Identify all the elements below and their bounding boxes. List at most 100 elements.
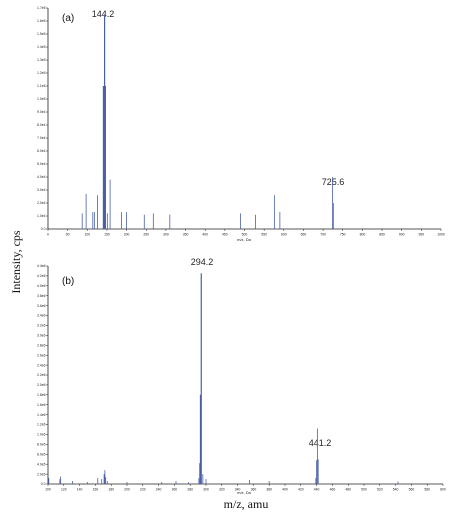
panel-b-y-tick-label: 4.0e5 xyxy=(37,462,46,466)
x-axis-label: m/z, amu xyxy=(224,497,269,511)
panel-b-x-tick-label: 340 xyxy=(235,488,241,492)
panel-a-x-tick-label: 650 xyxy=(301,233,307,237)
panel-b-y-tick-label: 2.4e6 xyxy=(37,363,46,367)
panel-b-x-tick-label: 380 xyxy=(266,488,272,492)
panel-a-y-tick-label: 2.0e4 xyxy=(37,201,46,205)
panel-b-y-tick-label: 1.2e6 xyxy=(37,423,46,427)
panel-b-y-tick-label: 4.2e6 xyxy=(37,274,46,278)
panel-a-x-tick-label: 900 xyxy=(399,233,405,237)
panel-b-x-tick-label: 440 xyxy=(314,488,320,492)
panel-a-x-tick-label: 500 xyxy=(242,233,248,237)
panel-b-y-tick-label: 3.6e6 xyxy=(37,304,46,308)
panel-b-x-tick-label: 460 xyxy=(330,488,336,492)
panel-a-x-tick-label: 700 xyxy=(320,233,326,237)
panel-a-y-tick-label: 4.0e4 xyxy=(37,175,46,179)
panel-b-x-tick-label: 420 xyxy=(298,488,304,492)
y-axis-label: Intensity, cps xyxy=(9,230,23,294)
panel-b-x-tick-label: 300 xyxy=(203,488,209,492)
panel-a-y-tick-label: 6.0e4 xyxy=(37,149,46,153)
panel-a-x-tick-label: 450 xyxy=(222,233,228,237)
panel-b-x-tick-label: 500 xyxy=(361,488,367,492)
panel-b-x-tick-label: 400 xyxy=(282,488,288,492)
panel-b-y-tick-label: 3.0e6 xyxy=(37,334,46,338)
panel-b-x-tick-label: 260 xyxy=(172,488,178,492)
panel-b-x-tick-label: 280 xyxy=(187,488,193,492)
panel-a-x-tick-label: 1000 xyxy=(437,233,445,237)
spectrum-panel-a: (a) m/z, Da 144.2 725.6 0 50 100 150 200 250 3… xyxy=(37,6,445,242)
panel-a-x-tick-label: 800 xyxy=(360,233,366,237)
panel-a-x-tick-label: 950 xyxy=(419,233,425,237)
panel-a-y-tick-label: 1.0e4 xyxy=(37,214,46,218)
panel-a-y-tick-label: 1.6e5 xyxy=(37,19,46,23)
panel-b-y-tick-label: 4.4e6 xyxy=(37,264,46,268)
panel-b-y-tick-label: 3.4e6 xyxy=(37,314,46,318)
panel-b-y-tick-label: 2.0e5 xyxy=(37,472,46,476)
panel-b-y-tick-label: 1.6e6 xyxy=(37,403,46,407)
panel-b-x-tick-label: 540 xyxy=(393,488,399,492)
panel-b-y-tick-label: 0.0 xyxy=(41,482,46,486)
panel-b-y-tick-label: 1.8e6 xyxy=(37,393,46,397)
panel-b-x-tick-label: 520 xyxy=(377,488,383,492)
panel-b-x-tick-label: 180 xyxy=(108,488,114,492)
panel-a-x-tick-label: 150 xyxy=(104,233,110,237)
panel-b-x-tick-label: 200 xyxy=(124,488,130,492)
panel-a-tag: (a) xyxy=(62,13,74,24)
panel-a-x-tick-label: 850 xyxy=(379,233,385,237)
panel-b-y-tick-label: 1.0e6 xyxy=(37,433,46,437)
panel-b-y-tick-label: 1.4e6 xyxy=(37,413,46,417)
panel-b-y-tick-label: 2.8e6 xyxy=(37,343,46,347)
panel-a-y-tick-label: 0.0 xyxy=(41,227,46,231)
panel-a-y-tick-label: 1.1e5 xyxy=(37,84,46,88)
panel-b-peak-label-1: 294.2 xyxy=(191,257,214,267)
panel-a-x-tick-label: 750 xyxy=(340,233,346,237)
panel-a-y-tick-label: 1.0e5 xyxy=(37,97,46,101)
panel-a-x-tick-label: 600 xyxy=(281,233,287,237)
panel-a-x-tick-label: 200 xyxy=(124,233,130,237)
panel-b-y-tick-label: 3.2e6 xyxy=(37,324,46,328)
panel-b-y-tick-label: 8.0e5 xyxy=(37,443,46,447)
panel-a-y-tick-label: 1.5e5 xyxy=(37,32,46,36)
panel-b-x-tick-label: 160 xyxy=(93,488,99,492)
panel-b-x-tick-label: 480 xyxy=(345,488,351,492)
panel-a-x-tick-label: 300 xyxy=(163,233,169,237)
panel-b-x-tick-label: 560 xyxy=(409,488,415,492)
panel-b-x-tick-label: 120 xyxy=(61,488,67,492)
panel-a-y-tick-label: 7.0e4 xyxy=(37,136,46,140)
panel-b-x-tick-label: 140 xyxy=(77,488,83,492)
panel-a-x-tick-label: 0 xyxy=(47,233,49,237)
panel-a-x-tick-label: 400 xyxy=(202,233,208,237)
panel-a-y-tick-label: 9.0e4 xyxy=(37,110,46,114)
panel-a-y-tick-label: 5.0e4 xyxy=(37,162,46,166)
panel-a-x-unit: m/z, Da xyxy=(237,237,252,242)
panel-a-x-tick-label: 250 xyxy=(143,233,149,237)
panel-a-y-tick-label: 1.2e5 xyxy=(37,71,46,75)
panel-b-y-tick-label: 2.0e6 xyxy=(37,383,46,387)
panel-a-peak-label-2: 725.6 xyxy=(322,177,345,187)
panel-b-peak-label-2: 441.2 xyxy=(309,438,332,448)
panel-b-x-tick-label: 580 xyxy=(424,488,430,492)
panel-a-y-tick-label: 8.0e4 xyxy=(37,123,46,127)
panel-a-y-tick-label: 1.4e5 xyxy=(37,45,46,49)
spectrum-panel-b: (b) m/z, Da 294.2 441.2 100 120 140 160 180 2… xyxy=(37,257,446,495)
panel-a-x-tick-label: 550 xyxy=(261,233,267,237)
panel-b-x-tick-label: 100 xyxy=(45,488,51,492)
panel-a-y-tick-label: 1.3e5 xyxy=(37,58,46,62)
panel-b-y-tick-label: 4.0e6 xyxy=(37,284,46,288)
panel-b-tag: (b) xyxy=(62,276,74,287)
panel-b-x-tick-label: 360 xyxy=(251,488,257,492)
panel-a-y-tick-label: 3.0e4 xyxy=(37,188,46,192)
panel-a-peak-label-1: 144.2 xyxy=(92,9,115,19)
panel-b-x-tick-label: 600 xyxy=(440,488,446,492)
panel-b-x-unit: m/z, Da xyxy=(237,490,252,495)
panel-b-x-tick-label: 240 xyxy=(156,488,162,492)
panel-a-y-tick-label: 1.7e5 xyxy=(37,6,46,10)
panel-b-y-tick-label: 2.2e6 xyxy=(37,373,46,377)
panel-b-x-tick-label: 320 xyxy=(219,488,225,492)
panel-b-y-tick-label: 2.6e6 xyxy=(37,353,46,357)
panel-b-x-tick-label: 220 xyxy=(140,488,146,492)
panel-b-y-tick-label: 3.8e6 xyxy=(37,294,46,298)
panel-b-y-tick-label: 6.0e5 xyxy=(37,452,46,456)
panel-a-x-tick-label: 100 xyxy=(84,233,90,237)
panel-a-x-tick-label: 350 xyxy=(183,233,189,237)
